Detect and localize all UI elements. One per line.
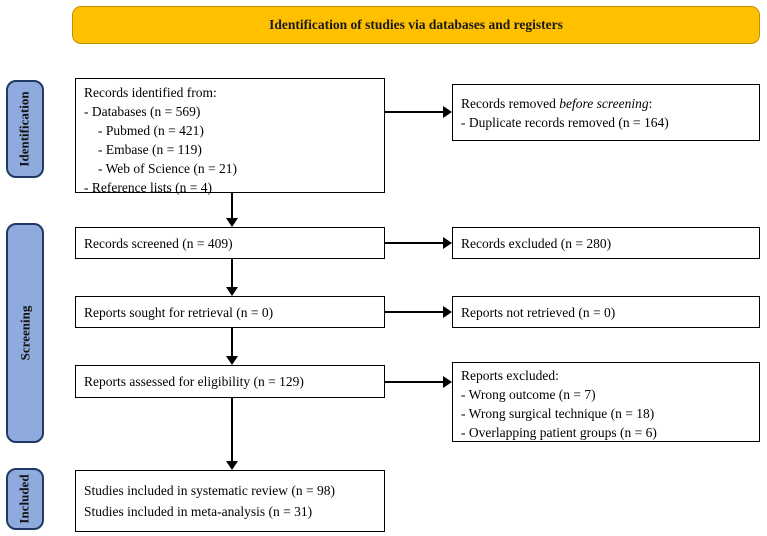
arrow-right-3-head (443, 306, 452, 318)
records-identified-line: Records identified from: (84, 85, 217, 100)
reports-excluded-line: Reports excluded: (461, 368, 559, 383)
box-records-removed: Records removed before screening: - Dupl… (452, 84, 760, 141)
banner: Identification of studies via databases … (72, 6, 760, 44)
arrow-down-2-line (231, 259, 233, 288)
arrow-right-4-line (385, 381, 443, 383)
arrow-right-2-line (385, 242, 443, 244)
arrow-right-1-head (443, 106, 452, 118)
reports-excluded-line: - Wrong outcome (n = 7) (461, 387, 596, 402)
box-reports-sought: Reports sought for retrieval (n = 0) (75, 296, 385, 328)
arrow-down-1-head (226, 218, 238, 227)
arrow-down-3-line (231, 328, 233, 357)
arrow-down-4-head (226, 461, 238, 470)
arrow-right-2-head (443, 237, 452, 249)
studies-included-line: Studies included in meta-analysis (n = 3… (84, 504, 313, 519)
box-records-screened: Records screened (n = 409) (75, 227, 385, 259)
records-removed-italic: before screening (559, 95, 649, 111)
box-studies-included: Studies included in systematic review (n… (75, 470, 385, 532)
arrow-down-3-head (226, 356, 238, 365)
records-excluded-label: Records excluded (n = 280) (461, 235, 612, 251)
stage-identification: Identification (6, 80, 44, 178)
stage-screening: Screening (6, 223, 44, 443)
box-records-identified: Records identified from: - Databases (n … (75, 78, 385, 195)
records-identified-line: - Embase (n = 119) (98, 142, 202, 157)
reports-excluded-line: - Overlapping patient groups (n = 6) (461, 425, 657, 440)
records-identified-line: - Pubmed (n = 421) (98, 123, 204, 138)
records-removed-line: - Duplicate records removed (n = 164) (461, 114, 669, 130)
banner-title: Identification of studies via databases … (269, 17, 563, 32)
arrow-down-2-head (226, 287, 238, 296)
records-identified-line: - Reference lists (n = 4) (84, 180, 212, 195)
records-identified-line: - Databases (n = 569) (84, 104, 201, 119)
reports-sought-label: Reports sought for retrieval (n = 0) (84, 304, 274, 320)
stage-screening-label: Screening (17, 305, 32, 361)
records-removed-line: Records removed before screening: (461, 94, 753, 113)
records-removed-suffix: : (648, 95, 653, 111)
arrow-right-4-head (443, 376, 452, 388)
reports-excluded-line: - Wrong surgical technique (n = 18) (461, 406, 655, 421)
box-reports-excluded: Reports excluded: - Wrong outcome (n = 7… (452, 362, 760, 442)
stage-included-label: Included (17, 474, 33, 524)
stage-identification-label: Identification (17, 91, 32, 167)
box-records-excluded: Records excluded (n = 280) (452, 227, 760, 259)
studies-included-line: Studies included in systematic review (n… (84, 483, 335, 498)
reports-not-retrieved-label: Reports not retrieved (n = 0) (461, 304, 616, 320)
stage-included: Included (6, 468, 44, 530)
reports-assessed-label: Reports assessed for eligibility (n = 12… (84, 374, 304, 389)
records-screened-label: Records screened (n = 409) (84, 235, 233, 251)
records-identified-line: - Web of Science (n = 21) (98, 161, 237, 176)
arrow-right-3-line (385, 311, 443, 313)
box-reports-not-retrieved: Reports not retrieved (n = 0) (452, 296, 760, 328)
records-removed-prefix: Records removed (461, 95, 560, 111)
arrow-down-1-line (231, 193, 233, 219)
arrow-down-4-line (231, 398, 233, 462)
arrow-right-1-line (385, 111, 443, 113)
box-reports-assessed: Reports assessed for eligibility (n = 12… (75, 365, 385, 398)
